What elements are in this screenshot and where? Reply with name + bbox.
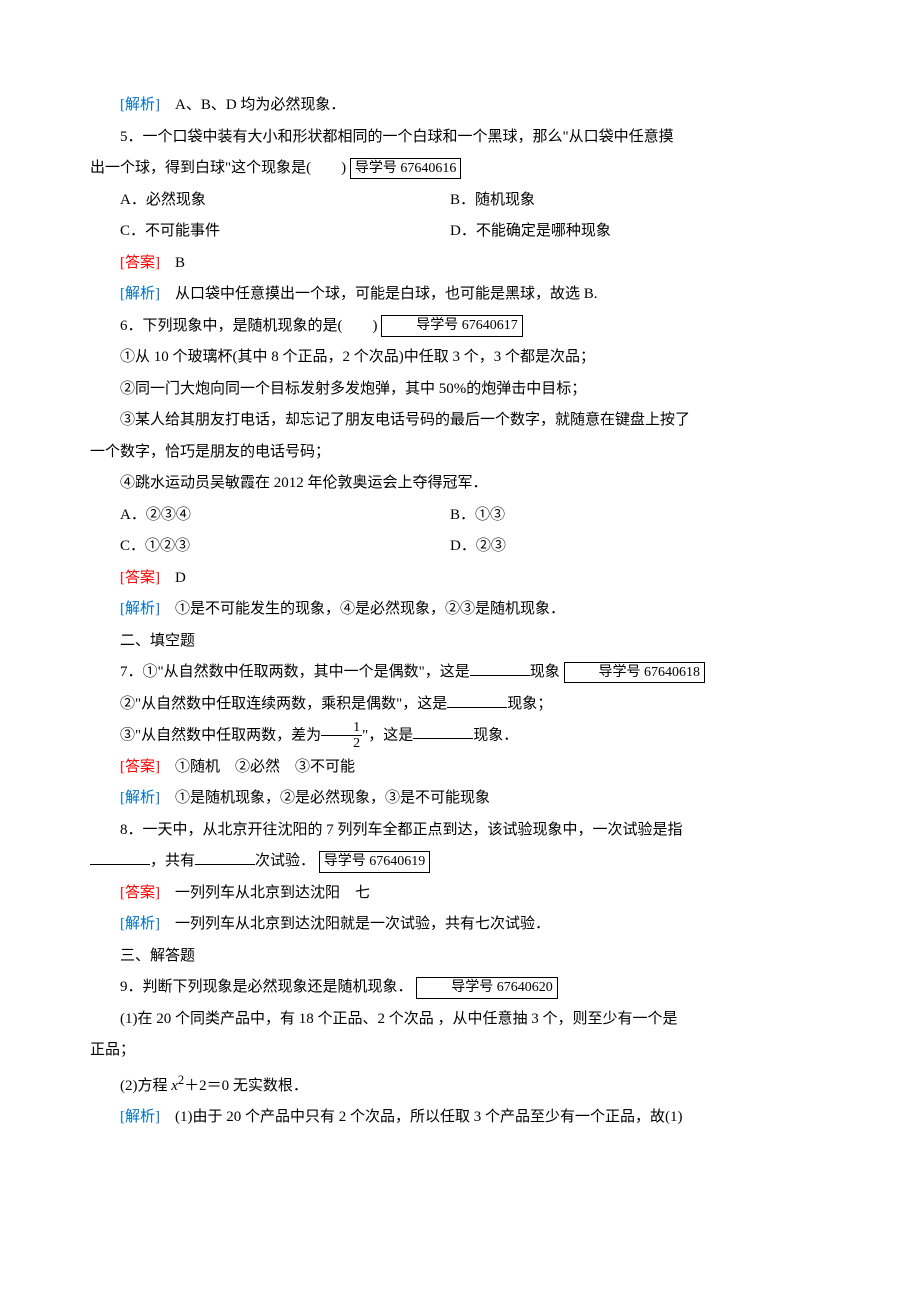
blank xyxy=(413,723,473,739)
section-3-title: 三、解答题 xyxy=(90,941,810,973)
q8-answer: [答案] 一列列车从北京到达沈阳 七 xyxy=(90,878,810,910)
analysis-label: [解析] xyxy=(120,286,160,302)
q5-stem-line2: 出一个球，得到白球"这个现象是( ) 导学号 67640616 xyxy=(90,153,810,185)
ref-box: 导学号 67640618 xyxy=(564,662,706,684)
q6-item3b: 一个数字，恰巧是朋友的电话号码； xyxy=(90,437,810,469)
q5-optD: D．不能确定是哪种现象 xyxy=(450,216,810,248)
answer-label: [答案] xyxy=(120,570,160,586)
q6-optA: A．②③④ xyxy=(90,500,450,532)
q6-optB: B．①③ xyxy=(450,500,810,532)
analysis-label: [解析] xyxy=(120,601,160,617)
ref-box: 导学号 67640616 xyxy=(350,158,462,180)
var-x: x xyxy=(171,1078,178,1094)
q5-analysis: [解析] 从口袋中任意摸出一个球，可能是白球，也可能是黑球，故选 B. xyxy=(90,279,810,311)
q6-item4: ④跳水运动员吴敏霞在 2012 年伦敦奥运会上夺得冠军． xyxy=(90,468,810,500)
q9-p1a: (1)在 20 个同类产品中，有 18 个正品、2 个次品 ，从中任意抽 3 个… xyxy=(90,1004,810,1036)
q6-analysis: [解析] ①是不可能发生的现象，④是必然现象，②③是随机现象． xyxy=(90,594,810,626)
q4-analysis: [解析] A、B、D 均为必然现象． xyxy=(90,90,810,122)
q8-s2: ，共有次试验． 导学号 67640619 xyxy=(90,846,810,878)
q7-s3: ③"从自然数中任取两数，差为12"，这是现象． xyxy=(90,720,810,752)
q6-item3a: ③某人给其朋友打电话，却忘记了朋友电话号码的最后一个数字，就随意在键盘上按了 xyxy=(90,405,810,437)
blank xyxy=(470,660,530,676)
q9-analysis: [解析] (1)由于 20 个产品中只有 2 个次品，所以任取 3 个产品至少有… xyxy=(90,1102,810,1134)
ref-box: 导学号 67640620 xyxy=(416,977,558,999)
analysis-label: [解析] xyxy=(120,790,160,806)
q8-s1: 8．一天中，从北京开往沈阳的 7 列列车全都正点到达，该试验现象中，一次试验是指 xyxy=(90,815,810,847)
blank xyxy=(195,849,255,865)
q6-item2: ②同一门大炮向同一个目标发射多发炮弹，其中 50%的炮弹击中目标； xyxy=(90,374,810,406)
q7-answer: [答案] ①随机 ②必然 ③不可能 xyxy=(90,752,810,784)
q6-item1: ①从 10 个玻璃杯(其中 8 个正品，2 个次品)中任取 3 个，3 个都是次… xyxy=(90,342,810,374)
q7-s2: ②"从自然数中任取连续两数，乘积是偶数"，这是现象； xyxy=(90,689,810,721)
q5-answer: [答案] B xyxy=(90,248,810,280)
q8-analysis: [解析] 一列列车从北京到达沈阳就是一次试验，共有七次试验． xyxy=(90,909,810,941)
blank xyxy=(90,849,150,865)
analysis-label: [解析] xyxy=(120,1109,160,1125)
q9-stem: 9．判断下列现象是必然现象还是随机现象． 导学号 67640620 xyxy=(90,972,810,1004)
q9-p1b: 正品； xyxy=(90,1035,810,1067)
q5-optB: B．随机现象 xyxy=(450,185,810,217)
q6-optC: C．①②③ xyxy=(90,531,450,563)
ref-box: 导学号 67640617 xyxy=(381,315,523,337)
q5-optA: A．必然现象 xyxy=(90,185,450,217)
q6-stem: 6．下列现象中，是随机现象的是( ) 导学号 67640617 xyxy=(90,311,810,343)
q5-options-row1: A．必然现象B．随机现象 xyxy=(90,185,810,217)
ref-box: 导学号 67640619 xyxy=(319,851,431,873)
section-2-title: 二、填空题 xyxy=(90,626,810,658)
answer-label: [答案] xyxy=(120,255,160,271)
q6-optD: D．②③ xyxy=(450,531,810,563)
q6-options-row2: C．①②③D．②③ xyxy=(90,531,810,563)
answer-label: [答案] xyxy=(120,885,160,901)
analysis-label: [解析] xyxy=(120,916,160,932)
q9-p2: (2)方程 x2＋2＝0 无实数根． xyxy=(90,1067,810,1103)
q6-options-row1: A．②③④B．①③ xyxy=(90,500,810,532)
q6-answer: [答案] D xyxy=(90,563,810,595)
fraction-half: 12 xyxy=(321,720,362,752)
q5-optC: C．不可能事件 xyxy=(90,216,450,248)
q7-analysis: [解析] ①是随机现象，②是必然现象，③是不可能现象 xyxy=(90,783,810,815)
blank xyxy=(447,692,507,708)
answer-label: [答案] xyxy=(120,759,160,775)
q5-stem-line1: 5．一个口袋中装有大小和形状都相同的一个白球和一个黑球，那么"从口袋中任意摸 xyxy=(90,122,810,154)
q5-options-row2: C．不可能事件D．不能确定是哪种现象 xyxy=(90,216,810,248)
q7-s1: 7．①"从自然数中任取两数，其中一个是偶数"，这是现象 导学号 67640618 xyxy=(90,657,810,689)
analysis-label: [解析] xyxy=(120,97,160,113)
